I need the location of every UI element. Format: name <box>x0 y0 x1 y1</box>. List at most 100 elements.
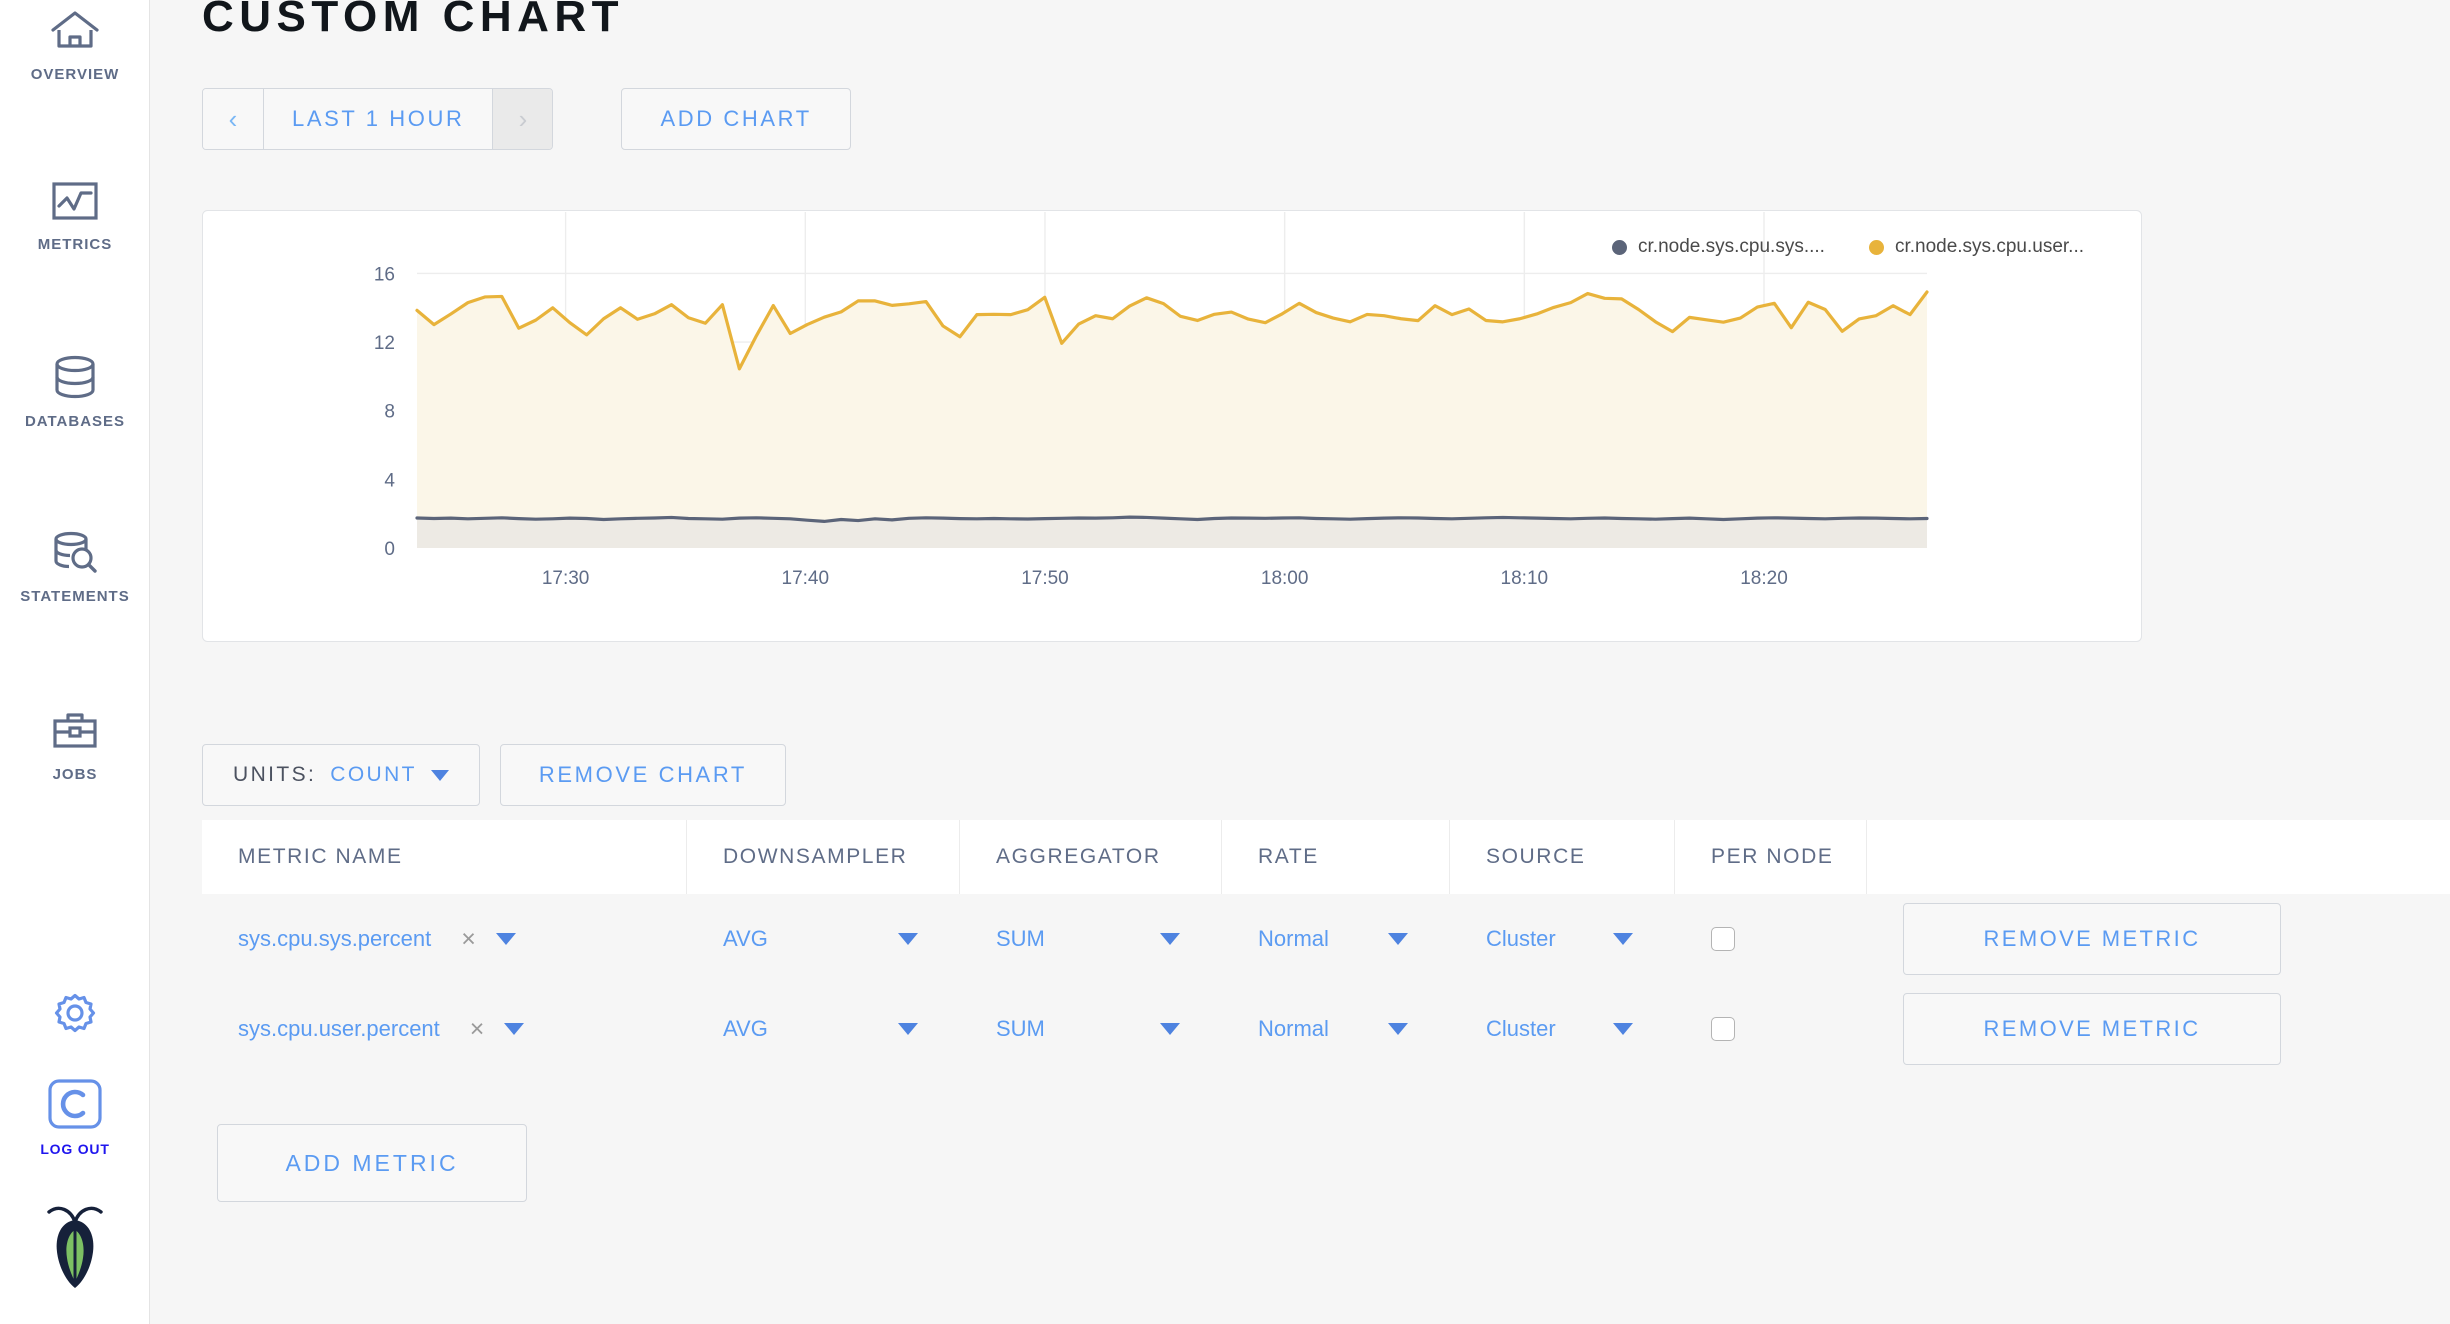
downsampler-cell[interactable]: AVG <box>687 984 960 1074</box>
settings-button[interactable] <box>0 990 150 1041</box>
sidebar-item-label: DATABASES <box>24 413 126 430</box>
table-row: sys.cpu.user.percent × AVG SUM <box>202 984 2450 1074</box>
metric-name-cell[interactable]: sys.cpu.user.percent × <box>202 984 687 1074</box>
remove-metric-button[interactable]: REMOVE METRIC <box>1903 993 2281 1065</box>
per-node-checkbox[interactable] <box>1711 1017 1735 1041</box>
source-value: Cluster <box>1486 926 1556 951</box>
chevron-down-icon[interactable] <box>898 933 918 945</box>
sidebar-item-metrics[interactable]: METRICS <box>0 180 150 253</box>
chart-card: 0 4 8 12 16 17:30 17:40 17:50 18:00 18:10 18:20 cr… <box>202 210 2142 642</box>
legend-item[interactable]: cr.node.sys.cpu.user... <box>1868 236 2084 258</box>
row-actions-cell: REMOVE METRIC <box>1867 894 2450 984</box>
chart-icon <box>50 180 100 227</box>
svg-text:12: 12 <box>374 333 395 354</box>
downsampler-value: AVG <box>723 1016 768 1041</box>
legend-item[interactable]: cr.node.sys.cpu.sys.... <box>1612 236 1825 258</box>
per-node-checkbox[interactable] <box>1711 927 1735 951</box>
sidebar-item-jobs[interactable]: JOBS <box>0 710 150 783</box>
sidebar: OVERVIEW METRICS DATABASE <box>0 0 150 1324</box>
units-dropdown[interactable]: UNITS: COUNT <box>202 744 480 806</box>
logout-button[interactable]: LOG OUT <box>0 1078 150 1157</box>
table-row: sys.cpu.sys.percent × AVG SUM <box>202 894 2450 984</box>
svg-text:18:00: 18:00 <box>1261 568 1309 589</box>
remove-metric-button[interactable]: REMOVE METRIC <box>1903 903 2281 975</box>
units-label: UNITS: <box>233 763 317 786</box>
rate-cell[interactable]: Normal <box>1222 984 1450 1074</box>
add-metric-button[interactable]: ADD METRIC <box>217 1124 527 1202</box>
aggregator-value: SUM <box>996 1016 1045 1041</box>
briefcase-icon <box>50 710 100 757</box>
chevron-down-icon[interactable] <box>1160 1023 1180 1035</box>
legend-label: cr.node.sys.cpu.user... <box>1894 236 2084 257</box>
svg-text:18:20: 18:20 <box>1740 568 1788 589</box>
main-content: CUSTOM CHART ‹ LAST 1 HOUR › ADD CHART 0… <box>150 0 2450 1324</box>
aggregator-cell[interactable]: SUM <box>960 894 1222 984</box>
clear-icon[interactable]: × <box>461 924 476 953</box>
row-actions-cell: REMOVE METRIC <box>1867 984 2450 1074</box>
metric-name-value: sys.cpu.user.percent <box>238 1016 440 1041</box>
logout-label: LOG OUT <box>40 1141 110 1157</box>
legend-dot-icon <box>1612 239 1628 255</box>
column-header-metric-name: METRIC NAME <box>202 820 687 894</box>
svg-text:17:40: 17:40 <box>782 568 830 589</box>
rate-value: Normal <box>1258 926 1329 951</box>
aggregator-cell[interactable]: SUM <box>960 984 1222 1074</box>
chevron-down-icon[interactable] <box>1388 1023 1408 1035</box>
cockroach-c-icon <box>46 1078 104 1135</box>
column-header-actions <box>1867 820 2450 894</box>
database-icon <box>51 355 99 404</box>
chart-legend: cr.node.sys.cpu.sys.... cr.node.sys.cpu.… <box>1612 236 2084 258</box>
metric-name-cell[interactable]: sys.cpu.sys.percent × <box>202 894 687 984</box>
rate-cell[interactable]: Normal <box>1222 894 1450 984</box>
chevron-down-icon[interactable] <box>504 1023 525 1035</box>
cockroach-logo <box>0 1200 150 1295</box>
chevron-down-icon[interactable] <box>1613 933 1633 945</box>
remove-chart-button[interactable]: REMOVE CHART <box>499 744 786 806</box>
source-cell[interactable]: Cluster <box>1450 894 1675 984</box>
downsampler-value: AVG <box>723 926 768 951</box>
time-range-next-button[interactable]: › <box>492 89 553 149</box>
database-search-icon <box>50 530 100 579</box>
add-chart-button[interactable]: ADD CHART <box>621 88 851 150</box>
column-header-per-node: PER NODE <box>1675 820 1867 894</box>
chevron-down-icon <box>430 769 449 781</box>
chevron-down-icon[interactable] <box>1388 933 1408 945</box>
source-cell[interactable]: Cluster <box>1450 984 1675 1074</box>
column-header-downsampler: DOWNSAMPLER <box>687 820 960 894</box>
source-value: Cluster <box>1486 1016 1556 1041</box>
units-value: COUNT <box>330 763 417 786</box>
chevron-down-icon[interactable] <box>495 933 516 945</box>
column-header-source: SOURCE <box>1450 820 1675 894</box>
sidebar-item-statements[interactable]: STATEMENTS <box>0 530 150 605</box>
time-range-label[interactable]: LAST 1 HOUR <box>263 89 492 149</box>
per-node-cell <box>1675 984 1867 1074</box>
svg-text:16: 16 <box>374 264 395 285</box>
per-node-cell <box>1675 894 1867 984</box>
time-range-prev-button[interactable]: ‹ <box>203 89 263 149</box>
gear-icon <box>52 990 98 1041</box>
metric-name-value: sys.cpu.sys.percent <box>238 926 432 951</box>
chevron-down-icon[interactable] <box>1160 933 1180 945</box>
sidebar-item-label: METRICS <box>37 236 113 253</box>
page-title: CUSTOM CHART <box>202 0 625 41</box>
svg-text:0: 0 <box>384 539 395 560</box>
svg-text:8: 8 <box>384 402 395 423</box>
downsampler-cell[interactable]: AVG <box>687 894 960 984</box>
svg-text:17:50: 17:50 <box>1021 568 1069 589</box>
svg-text:4: 4 <box>384 470 395 491</box>
chart-controls: UNITS: COUNT REMOVE CHART <box>202 744 786 806</box>
clear-icon[interactable]: × <box>469 1014 485 1043</box>
chevron-down-icon[interactable] <box>898 1023 918 1035</box>
sidebar-item-label: STATEMENTS <box>20 588 130 605</box>
sidebar-item-label: OVERVIEW <box>30 66 120 83</box>
svg-text:17:30: 17:30 <box>542 568 590 589</box>
aggregator-value: SUM <box>996 926 1045 951</box>
home-icon <box>49 8 101 57</box>
sidebar-item-label: JOBS <box>52 766 98 783</box>
sidebar-item-databases[interactable]: DATABASES <box>0 355 150 430</box>
chevron-down-icon[interactable] <box>1613 1023 1633 1035</box>
legend-dot-icon <box>1868 239 1884 255</box>
cockroach-logo-icon <box>43 1200 107 1295</box>
sidebar-item-overview[interactable]: OVERVIEW <box>0 8 150 83</box>
